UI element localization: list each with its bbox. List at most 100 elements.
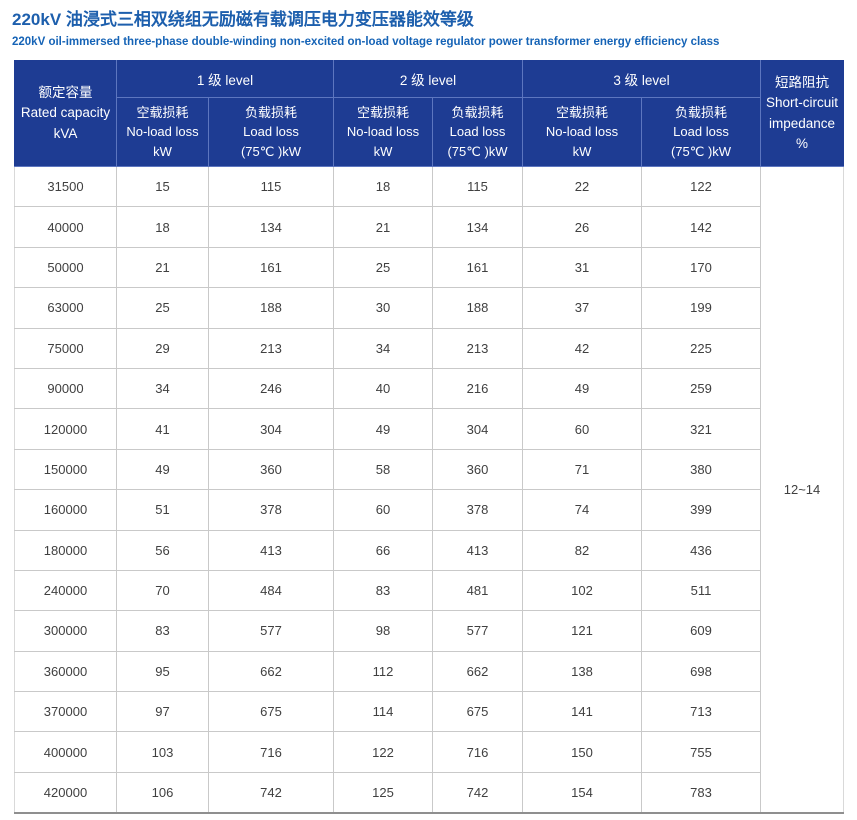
header-load-loss-1: 负载损耗 Load loss (75℃ )kW (208, 97, 334, 167)
loss-value: 716 (208, 731, 334, 773)
loss-value: 15 (116, 165, 209, 208)
rated-capacity-value: 160000 (14, 489, 117, 531)
loss-value: 609 (641, 610, 761, 652)
loss-value: 188 (432, 287, 523, 329)
loss-value: 49 (333, 408, 433, 450)
header-level-1: 1 级 level (116, 60, 334, 98)
loss-value: 716 (432, 731, 523, 773)
loss-value: 41 (116, 408, 209, 450)
loss-value: 26 (522, 206, 642, 248)
loss-value: 304 (208, 408, 334, 450)
loss-value: 161 (208, 246, 334, 289)
loss-value: 21 (333, 206, 433, 248)
header-no-load-loss-2: 空载损耗 No-load loss kW (333, 97, 433, 167)
table-row: 400000 103 716 122 716 150 755 (14, 731, 844, 773)
loss-value: 40 (333, 367, 433, 410)
loss-value: 142 (641, 206, 761, 248)
table-row: 370000 97 675 114 675 141 713 (14, 691, 844, 733)
rated-capacity-value: 90000 (14, 367, 117, 410)
header-level-3: 3 级 level (522, 60, 761, 98)
loss-value: 413 (432, 529, 523, 571)
loss-value: 213 (208, 327, 334, 369)
rated-capacity-value: 300000 (14, 610, 117, 652)
loss-value: 360 (208, 448, 334, 491)
loss-value: 70 (116, 569, 209, 612)
loss-value: 511 (641, 569, 761, 612)
header-loss-row: 空载损耗 No-load loss kW 负载损耗 Load loss (75℃… (15, 97, 844, 167)
loss-value: 112 (333, 650, 433, 693)
header-load-loss-3: 负载损耗 Load loss (75℃ )kW (641, 97, 761, 167)
loss-value: 121 (522, 610, 642, 652)
loss-value: 114 (333, 691, 433, 733)
loss-value: 115 (208, 165, 334, 208)
loss-value: 106 (116, 771, 209, 814)
loss-value: 29 (116, 327, 209, 369)
loss-value: 60 (333, 489, 433, 531)
rated-capacity-value: 50000 (14, 246, 117, 289)
loss-value: 742 (432, 771, 523, 814)
loss-value: 662 (208, 650, 334, 693)
table-row: 120000 41 304 49 304 60 321 (14, 408, 844, 450)
rated-capacity-value: 420000 (14, 771, 117, 814)
loss-value: 399 (641, 489, 761, 531)
table-row: 240000 70 484 83 481 102 511 (14, 569, 844, 612)
loss-value: 125 (333, 771, 433, 814)
loss-value: 378 (208, 489, 334, 531)
table-row: 75000 29 213 34 213 42 225 (14, 327, 844, 369)
loss-value: 34 (116, 367, 209, 410)
table-row: 160000 51 378 60 378 74 399 (14, 489, 844, 531)
loss-value: 154 (522, 771, 642, 814)
loss-value: 378 (432, 489, 523, 531)
loss-value: 134 (208, 206, 334, 248)
loss-value: 216 (432, 367, 523, 410)
loss-value: 25 (333, 246, 433, 289)
loss-value: 413 (208, 529, 334, 571)
loss-value: 34 (333, 327, 433, 369)
header-level-row: 额定容量 Rated capacity kVA 1 级 level 2 级 le… (14, 60, 844, 167)
loss-value: 188 (208, 287, 334, 329)
loss-value: 199 (641, 287, 761, 329)
loss-value: 150 (522, 731, 642, 773)
loss-value: 783 (641, 771, 761, 814)
table-row: 31500 15 115 18 115 22 122 12~14 (14, 165, 844, 814)
loss-value: 170 (641, 246, 761, 289)
table-row: 40000 18 134 21 134 26 142 (14, 206, 844, 248)
rated-capacity-value: 31500 (14, 165, 117, 208)
header-level-2: 2 级 level (333, 60, 523, 98)
loss-value: 98 (333, 610, 433, 652)
loss-value: 713 (641, 691, 761, 733)
loss-value: 225 (641, 327, 761, 369)
table-row: 360000 95 662 112 662 138 698 (14, 650, 844, 693)
header-no-load-loss-1: 空载损耗 No-load loss kW (116, 97, 209, 167)
loss-value: 138 (522, 650, 642, 693)
loss-value: 360 (432, 448, 523, 491)
efficiency-table: 额定容量 Rated capacity kVA 1 级 level 2 级 le… (14, 60, 844, 814)
table-row: 90000 34 246 40 216 49 259 (14, 367, 844, 410)
loss-value: 95 (116, 650, 209, 693)
loss-value: 675 (432, 691, 523, 733)
loss-value: 51 (116, 489, 209, 531)
loss-value: 115 (432, 165, 523, 208)
loss-value: 481 (432, 569, 523, 612)
loss-value: 577 (208, 610, 334, 652)
loss-value: 141 (522, 691, 642, 733)
loss-value: 675 (208, 691, 334, 733)
loss-value: 83 (116, 610, 209, 652)
loss-value: 58 (333, 448, 433, 491)
loss-value: 321 (641, 408, 761, 450)
table-row: 150000 49 360 58 360 71 380 (14, 448, 844, 491)
loss-value: 37 (522, 287, 642, 329)
loss-value: 25 (116, 287, 209, 329)
loss-value: 83 (333, 569, 433, 612)
loss-value: 742 (208, 771, 334, 814)
loss-value: 18 (116, 206, 209, 248)
loss-value: 380 (641, 448, 761, 491)
loss-value: 49 (116, 448, 209, 491)
rated-capacity-value: 360000 (14, 650, 117, 693)
rated-capacity-value: 180000 (14, 529, 117, 571)
short-circuit-impedance-value: 12~14 (760, 165, 844, 814)
loss-value: 698 (641, 650, 761, 693)
loss-value: 102 (522, 569, 642, 612)
loss-value: 22 (522, 165, 642, 208)
